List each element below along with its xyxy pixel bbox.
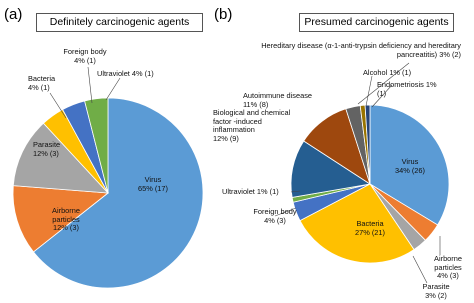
category-label: Ultraviolet (222, 187, 255, 196)
value-label: 34% (26) (395, 165, 425, 175)
value-label: 11% (8) (243, 99, 269, 109)
pie-slice (12, 122, 109, 194)
category-label: Foreign body (253, 207, 297, 216)
category-label: Autoimmune disease (243, 91, 313, 100)
value-label: 4% (3) (437, 271, 459, 281)
chart-title-box: Presumed carcinogenic agents (299, 13, 454, 32)
value-label: 4% (3) (264, 215, 286, 225)
chart-title: Definitely carcinogenic agents (49, 16, 190, 28)
slice-label: Parasite 3% (2) (416, 282, 456, 300)
value-label: 1% (1) (389, 68, 412, 77)
slice-label: Foreign body 4% (3) (252, 207, 298, 225)
slice-label: Hereditary disease (α-1-anti-trypsin def… (226, 41, 461, 59)
slice-label: Bacteria 4% (1) (28, 74, 68, 92)
category-label: Bacteria (28, 74, 56, 83)
category-label: Virus (144, 175, 162, 184)
value-label: 27% (21) (355, 227, 385, 237)
value-label: 4% (1) (131, 69, 154, 78)
slice-label: Virus 34% (26) (390, 157, 430, 175)
category-label: Endometriosis (377, 80, 424, 89)
value-label: 3% (2) (439, 49, 461, 59)
value-label: 4% (1) (28, 82, 50, 92)
value-label: 12% (9) (213, 133, 239, 143)
panel-label: (a) (4, 6, 23, 23)
category-label: Bacteria (356, 219, 384, 228)
category-label: Biological and chemical factor -induced … (213, 108, 291, 135)
leader-line (290, 190, 301, 193)
leader-line (371, 84, 393, 108)
pie-slice (369, 104, 450, 226)
pie-slice (84, 97, 109, 194)
leader-line (274, 207, 297, 217)
category-label: Hereditary disease (α-1-anti-trypsin def… (261, 41, 461, 59)
category-label: Foreign body (63, 47, 107, 56)
leader-line (49, 92, 67, 119)
category-label: Parasite (33, 140, 61, 149)
value-label: 1% (1) (377, 80, 437, 98)
category-label: Parasite (422, 282, 450, 291)
category-label: Airborne particles (434, 254, 462, 272)
slice-label: Virus 65% (17) (128, 175, 178, 193)
slice-label: Bacteria 27% (21) (345, 219, 395, 237)
category-label: Airborne particles (52, 206, 80, 224)
pie-slice (12, 185, 110, 253)
value-label: 4% (1) (74, 55, 96, 65)
category-label: Alcohol (363, 68, 388, 77)
slice-label: Foreign body 4% (1) (62, 47, 108, 65)
slice-label: Airborne particles 12% (3) (38, 206, 94, 233)
value-label: 3% (2) (425, 290, 447, 300)
value-label: 65% (17) (138, 183, 168, 193)
slice-label: Endometriosis 1% (1) (377, 80, 447, 98)
leader-line (412, 255, 428, 284)
panel-label: (b) (214, 6, 233, 23)
leader-line (105, 77, 121, 101)
slice-label: Ultraviolet 1% (1) (222, 187, 292, 197)
pie-slice (32, 97, 204, 289)
category-label: Ultraviolet (97, 69, 130, 78)
slice-label: Alcohol 1% (1) (363, 68, 423, 78)
leader-line (87, 66, 93, 104)
leader-line (365, 75, 373, 107)
category-label: Virus (401, 157, 419, 166)
chart-title-box: Definitely carcinogenic agents (36, 13, 203, 32)
value-label: 12% (3) (53, 223, 79, 233)
slice-label: Airborne particles 4% (3) (428, 254, 468, 281)
chart-title: Presumed carcinogenic agents (304, 16, 449, 28)
pie-slice (364, 104, 371, 185)
slice-label: Parasite 12% (3) (33, 140, 73, 158)
pie-slice (299, 183, 415, 264)
value-label: 1% (1) (256, 187, 279, 196)
slice-label: Autoimmune disease 11% (8) (243, 91, 323, 109)
slice-label: Biological and chemical factor -induced … (213, 108, 303, 143)
slice-label: Ultraviolet 4% (1) (97, 69, 167, 79)
value-label: 12% (3) (33, 148, 59, 158)
leader-line (357, 62, 410, 105)
